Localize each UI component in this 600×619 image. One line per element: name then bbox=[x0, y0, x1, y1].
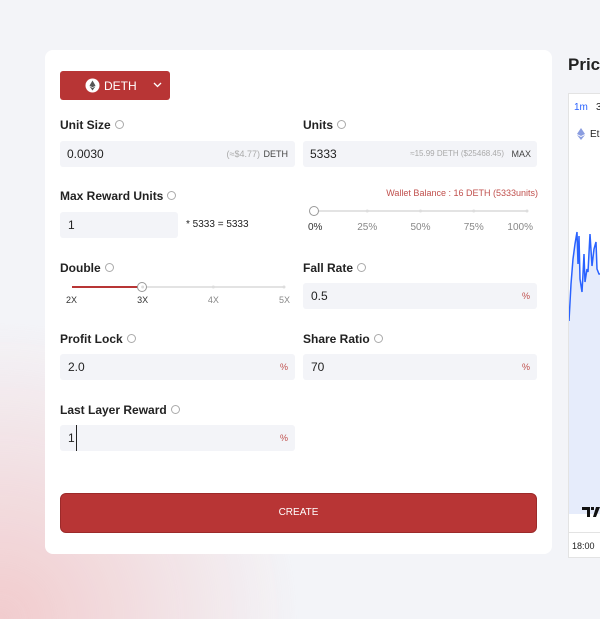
label-text: Unit Size bbox=[60, 118, 111, 132]
input[interactable]: 1 bbox=[60, 212, 178, 238]
input[interactable]: 1 % bbox=[60, 425, 295, 451]
label-text: Share Ratio bbox=[303, 332, 370, 346]
slider-label[interactable]: 100% bbox=[507, 222, 533, 233]
label-text: Profit Lock bbox=[60, 332, 123, 346]
slider-label[interactable]: 3X bbox=[137, 295, 148, 305]
input-value: 1 bbox=[68, 425, 77, 451]
slider-dot bbox=[141, 285, 145, 289]
field-label: Unit Size bbox=[60, 118, 124, 132]
slider-label[interactable]: 5X bbox=[279, 295, 290, 305]
label-text: Max Reward Units bbox=[60, 189, 164, 203]
input-hint: (≈$4.77) bbox=[226, 149, 260, 159]
help-icon[interactable] bbox=[167, 191, 177, 200]
help-icon[interactable] bbox=[170, 405, 180, 414]
token-label: DETH bbox=[104, 79, 137, 93]
price-line bbox=[569, 231, 600, 514]
input-hint: ≈15.99 DETH ($25468.45) bbox=[410, 149, 504, 158]
field-label: Share Ratio bbox=[303, 332, 383, 346]
label-text: Double bbox=[60, 261, 101, 275]
input-value: 5333 bbox=[310, 147, 337, 161]
double-slider[interactable]: 2X 3X 4X 5X bbox=[60, 278, 300, 308]
button-label: CREATE bbox=[278, 507, 319, 518]
slider-label[interactable]: 4X bbox=[208, 295, 219, 305]
slider-label[interactable]: 2X bbox=[66, 295, 77, 305]
create-button[interactable]: CREATE bbox=[60, 493, 537, 533]
label-text: Units bbox=[303, 118, 333, 132]
tv-logo bbox=[582, 507, 600, 517]
slider-dot bbox=[472, 209, 476, 213]
input[interactable]: 0.5 % bbox=[303, 283, 537, 309]
input-value: 0.5 bbox=[311, 289, 328, 303]
time-label: 18:00 bbox=[572, 541, 595, 551]
panel-title: Pric bbox=[568, 55, 600, 74]
help-icon[interactable] bbox=[373, 334, 383, 343]
slider-dot bbox=[211, 285, 215, 289]
percent-slider[interactable]: 0% 25% 50% 75% 100% bbox=[300, 200, 545, 240]
input[interactable]: 5333 ≈15.99 DETH ($25468.45) MAX bbox=[303, 141, 537, 167]
wallet-balance: Wallet Balance : 16 DETH (5333units) bbox=[386, 188, 538, 198]
input-unit: % bbox=[521, 291, 530, 301]
help-icon[interactable] bbox=[357, 263, 367, 272]
field-label: Double bbox=[60, 261, 114, 275]
field-label: Profit Lock bbox=[60, 332, 136, 346]
field-label: Last Layer Reward bbox=[60, 403, 180, 417]
input[interactable]: 2.0 % bbox=[60, 354, 295, 380]
field-label: Fall Rate bbox=[303, 261, 367, 275]
interval[interactable]: 3 bbox=[596, 102, 600, 113]
input[interactable]: 0.0030 (≈$4.77) DETH bbox=[60, 141, 295, 167]
chart-panel: 1m 3 Et 18:00 bbox=[568, 93, 600, 558]
input-value: 1 bbox=[68, 218, 75, 232]
eth-icon bbox=[85, 78, 100, 93]
label-text: Fall Rate bbox=[303, 261, 354, 275]
slider-label[interactable]: 0% bbox=[308, 222, 323, 233]
input-unit: % bbox=[279, 433, 288, 443]
slider-label[interactable]: 25% bbox=[357, 222, 377, 233]
help-icon[interactable] bbox=[114, 120, 124, 129]
interval[interactable]: 1m bbox=[574, 102, 588, 113]
chevron bbox=[153, 82, 162, 88]
help-icon[interactable] bbox=[126, 334, 136, 343]
field-label: Max Reward Units bbox=[60, 189, 177, 203]
symbol: Et bbox=[590, 129, 600, 140]
formula: * 5333 = 5333 bbox=[186, 219, 249, 230]
input-unit: DETH bbox=[263, 149, 289, 159]
slider-label[interactable]: 50% bbox=[410, 222, 430, 233]
token-select[interactable]: DETH bbox=[60, 71, 170, 100]
input[interactable]: 70 % bbox=[303, 354, 537, 380]
help-icon[interactable] bbox=[104, 263, 114, 272]
input-unit: % bbox=[279, 362, 288, 372]
slider-dot bbox=[365, 209, 369, 213]
field-label: Units bbox=[303, 118, 346, 132]
slider-dot bbox=[282, 285, 286, 289]
input-unit: % bbox=[521, 362, 530, 372]
max-button[interactable]: MAX bbox=[511, 149, 531, 159]
slider-dot bbox=[525, 209, 529, 213]
input-value: 70 bbox=[311, 360, 325, 374]
input-value: 2.0 bbox=[68, 360, 85, 374]
eth-icon bbox=[577, 128, 585, 140]
help-icon[interactable] bbox=[337, 120, 346, 129]
input-value: 0.0030 bbox=[67, 147, 104, 161]
slider-label[interactable]: 75% bbox=[464, 222, 484, 233]
slider-dot bbox=[419, 209, 422, 213]
label-text: Last Layer Reward bbox=[60, 403, 167, 417]
